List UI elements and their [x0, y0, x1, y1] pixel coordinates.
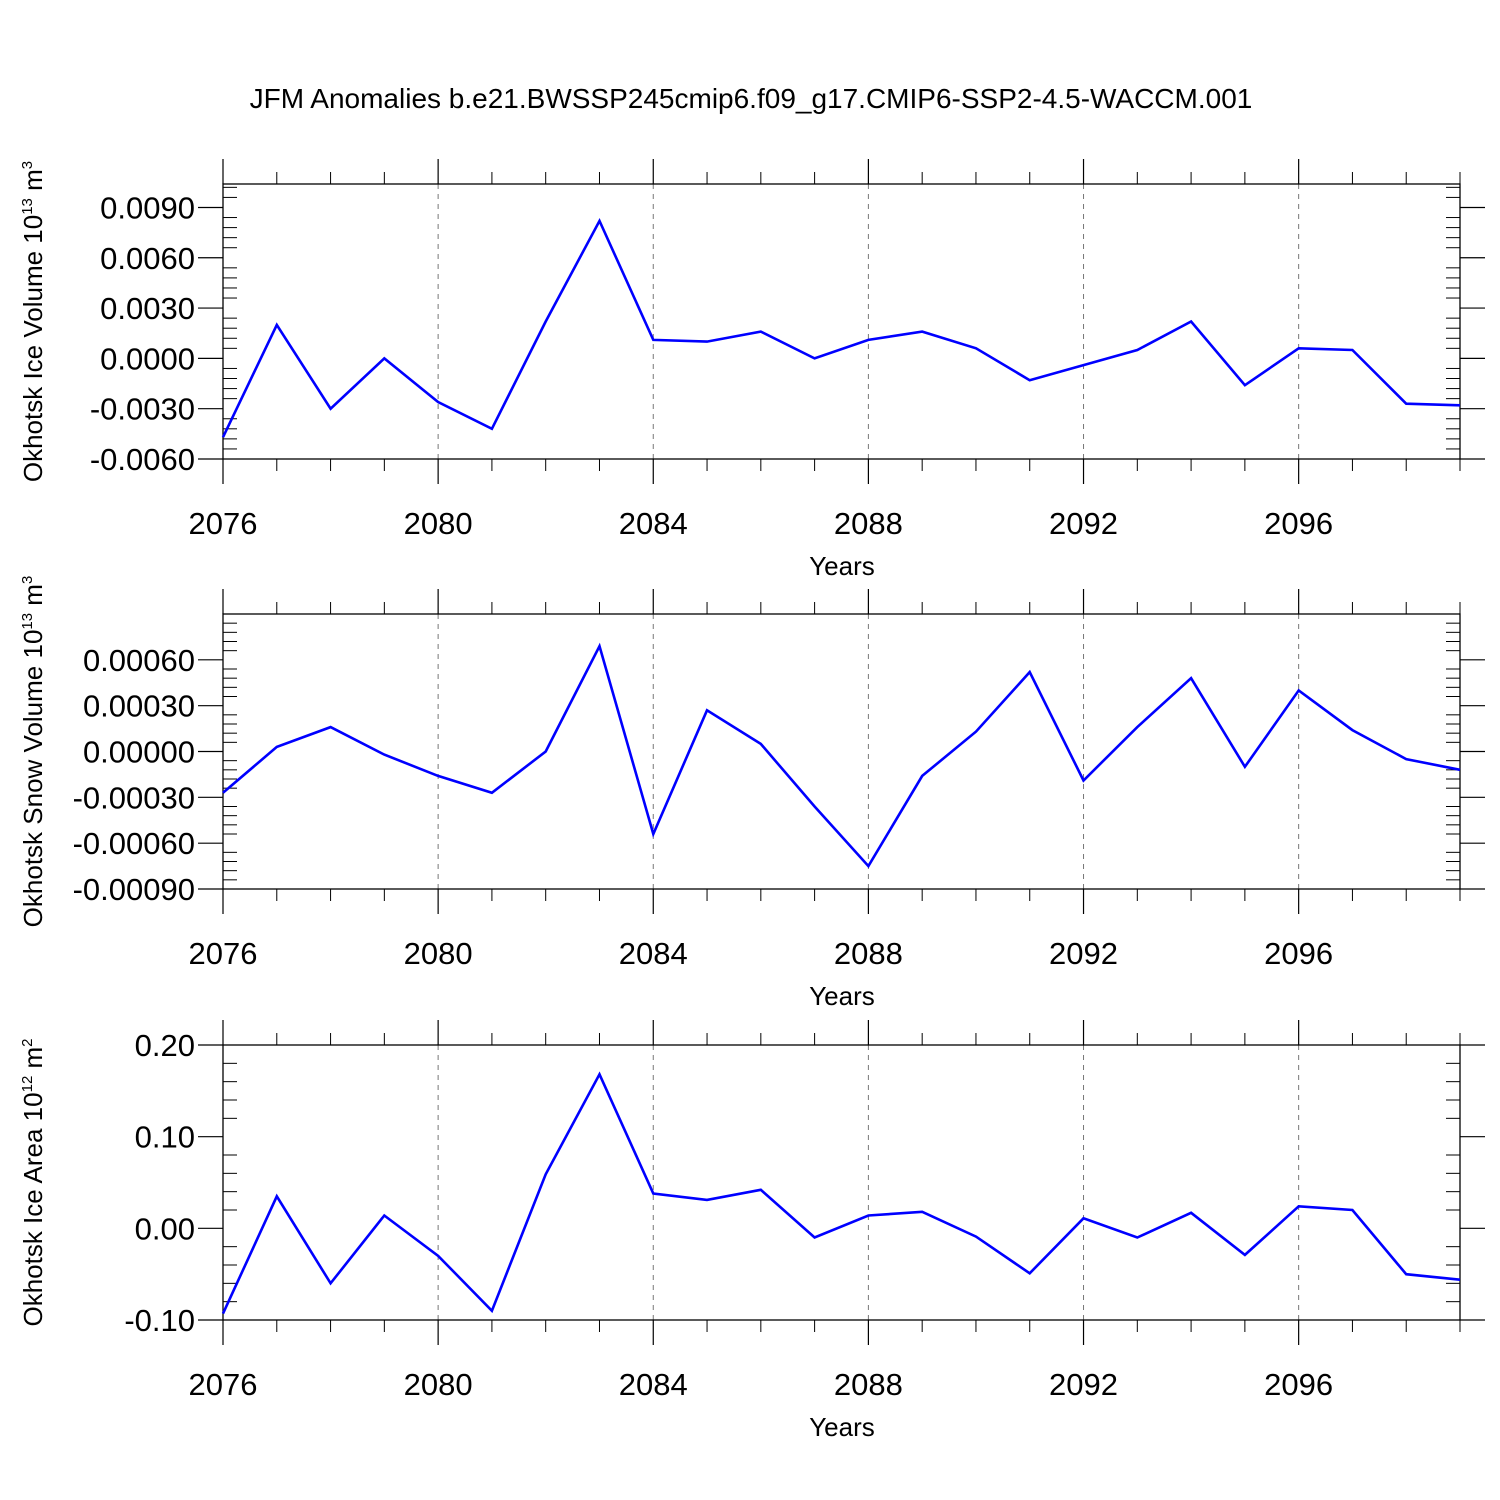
x-tick-label: 2076	[189, 506, 258, 541]
x-tick-label: 2084	[619, 506, 688, 541]
y-tick-label: 0.20	[135, 1028, 195, 1063]
x-axis-label: Years	[809, 981, 875, 1011]
x-tick-label: 2084	[619, 936, 688, 971]
y-tick-label: 0.00060	[83, 643, 195, 678]
plot-frame	[222, 183, 1461, 460]
y-axis-label: Okhotsk Ice Volume 1013 m3	[18, 161, 48, 482]
y-tick-label: -0.00090	[73, 872, 195, 907]
y-tick-label: -0.00060	[73, 826, 195, 861]
y-tick-label: 0.00000	[83, 735, 195, 770]
chart-panel-3: -0.10 0.00 0.10 0.20 2076 2080 2084 2088 2092 209…	[18, 1020, 1485, 1442]
x-axis-label: Years	[809, 1412, 875, 1442]
series-line-1	[221, 217, 1461, 438]
y-tick-label: -0.0060	[90, 442, 195, 477]
y-tick-label: 0.0090	[100, 190, 195, 225]
y-tick-label: 0.10	[135, 1120, 195, 1155]
x-tick-label: 2080	[404, 936, 473, 971]
chart-panel-1: -0.0060 -0.0030 0.0000 0.0030 0.0060 0.0090 20…	[18, 159, 1485, 581]
x-tick-label: 2096	[1264, 1367, 1333, 1402]
y-tick-label: -0.10	[124, 1303, 195, 1338]
x-tick-label: 2092	[1049, 936, 1118, 971]
series-line-2	[222, 642, 1461, 869]
x-tick-label: 2080	[404, 1367, 473, 1402]
plot-frame	[222, 613, 1461, 890]
series-line-3	[221, 1071, 1461, 1315]
y-tick-label: 0.00030	[83, 689, 195, 724]
x-tick-label: 2088	[834, 506, 903, 541]
y-tick-label: 0.0000	[100, 341, 195, 376]
x-tick-label: 2076	[189, 1367, 258, 1402]
y-tick-label: -0.0030	[90, 392, 195, 427]
x-tick-label: 2084	[619, 1367, 688, 1402]
plot-frame	[222, 1044, 1461, 1321]
y-axis-label: Okhotsk Snow Volume 1013 m3	[18, 576, 48, 928]
y-tick-label: 0.00	[135, 1211, 195, 1246]
x-tick-label: 2096	[1264, 936, 1333, 971]
y-axis-label: Okhotsk Ice Area 1012 m2	[18, 1038, 48, 1326]
x-tick-label: 2088	[834, 1367, 903, 1402]
chart-panel-2: -0.00090 -0.00060 -0.00030 0.00000 0.00030 0.…	[18, 576, 1485, 1011]
x-tick-label: 2092	[1049, 506, 1118, 541]
y-tick-label: 0.0060	[100, 241, 195, 276]
x-tick-label: 2076	[189, 936, 258, 971]
y-tick-label: -0.00030	[73, 780, 195, 815]
x-tick-label: 2092	[1049, 1367, 1118, 1402]
y-tick-label: 0.0030	[100, 291, 195, 326]
x-tick-label: 2088	[834, 936, 903, 971]
x-tick-label: 2096	[1264, 506, 1333, 541]
chart-title: JFM Anomalies b.e21.BWSSP245cmip6.f09_g1…	[250, 83, 1253, 114]
x-tick-label: 2080	[404, 506, 473, 541]
x-axis-label: Years	[809, 551, 875, 581]
